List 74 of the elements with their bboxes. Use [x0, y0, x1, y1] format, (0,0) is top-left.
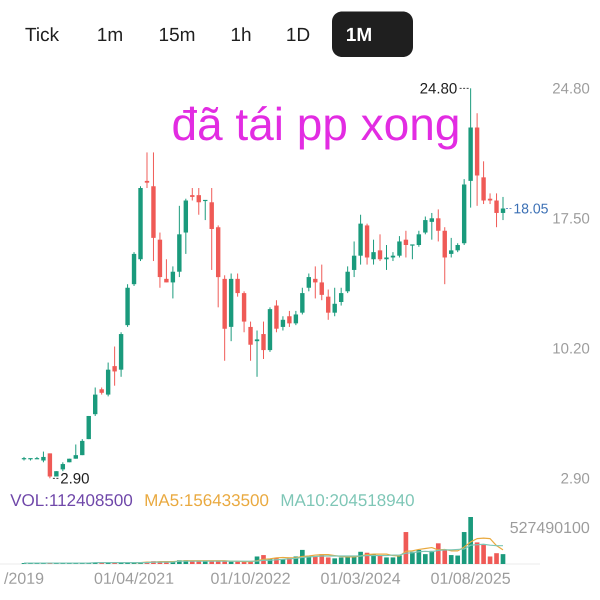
candlestick: [235, 273, 240, 298]
candlestick: [345, 266, 350, 294]
y-tick-label: 2.90: [561, 472, 590, 484]
text: Tick: [25, 27, 60, 42]
candlestick: [500, 196, 506, 221]
bar: [468, 517, 473, 564]
candlestick: [481, 160, 486, 205]
candlestick: [313, 266, 318, 299]
annotation: 2.90: [61, 472, 89, 484]
candlestick: [384, 244, 389, 270]
text: 15m: [160, 28, 194, 42]
candlestick: [261, 321, 266, 360]
candlestick: [41, 451, 46, 463]
x-tick-label: /2019: [4, 572, 44, 584]
text: 1M: [346, 28, 371, 41]
candlestick: [320, 264, 324, 301]
candlestick: [196, 188, 201, 216]
candlestick: [300, 287, 305, 315]
candlestick: [332, 287, 337, 317]
bar: [422, 554, 428, 564]
x-tick-label: 01/03/2024: [321, 572, 400, 584]
text: 1m: [98, 28, 122, 41]
candlestick: [274, 300, 279, 333]
candlestick: [48, 452, 52, 479]
candlestick: [112, 346, 117, 386]
candlestick: [352, 240, 356, 278]
candlestick: [423, 216, 428, 235]
bar: [338, 557, 344, 564]
candlestick: [190, 188, 194, 201]
bar: [455, 556, 460, 564]
candlestick: [280, 316, 286, 331]
candlestick: [338, 287, 344, 306]
candlestick: [378, 234, 382, 262]
candlestick: [371, 239, 376, 266]
candlestick: [494, 192, 499, 228]
candlestick: [449, 237, 454, 258]
text: VOL:112408500: [10, 494, 132, 506]
candlestick: [80, 438, 84, 456]
candlestick: [164, 258, 169, 283]
candlestick: [248, 321, 253, 362]
y-tick-label: 17.50: [553, 212, 590, 224]
text: 18.05: [514, 204, 548, 214]
x-tick-label: 01/08/2025: [431, 572, 510, 584]
candlestick: [488, 192, 492, 205]
bar: [326, 557, 331, 564]
text: 1D: [287, 28, 310, 41]
candlestick: [397, 236, 402, 258]
candlestick: [306, 273, 312, 292]
x-tick-label: 01/10/2022: [211, 572, 290, 584]
bar: [442, 550, 448, 564]
candlestick: [170, 266, 176, 299]
candlestick: [74, 444, 78, 460]
text: MA10:204518940: [282, 494, 414, 506]
candlestick: [287, 310, 292, 328]
annotation: đã tái pp xong: [173, 106, 458, 150]
annotation: 24.80: [420, 82, 457, 94]
candlestick: [294, 310, 298, 326]
candlestick: [436, 208, 440, 242]
y-tick-label: 10.20: [553, 342, 590, 354]
bar: [474, 542, 480, 564]
x-tick-label: 01/04/2021: [94, 572, 174, 584]
candlestick: [326, 289, 330, 320]
y-tick-label: 24.80: [553, 82, 590, 94]
text: 527490100: [510, 522, 590, 534]
candlestick: [430, 212, 434, 240]
bar: [500, 554, 506, 564]
bar: [448, 555, 454, 564]
text: 1h: [232, 27, 250, 41]
bar: [332, 558, 338, 564]
text: MA5:156433500: [146, 494, 268, 506]
candlestick: [93, 386, 98, 416]
bar: [378, 556, 382, 564]
candlestick: [404, 230, 408, 258]
candlestick: [416, 230, 422, 248]
